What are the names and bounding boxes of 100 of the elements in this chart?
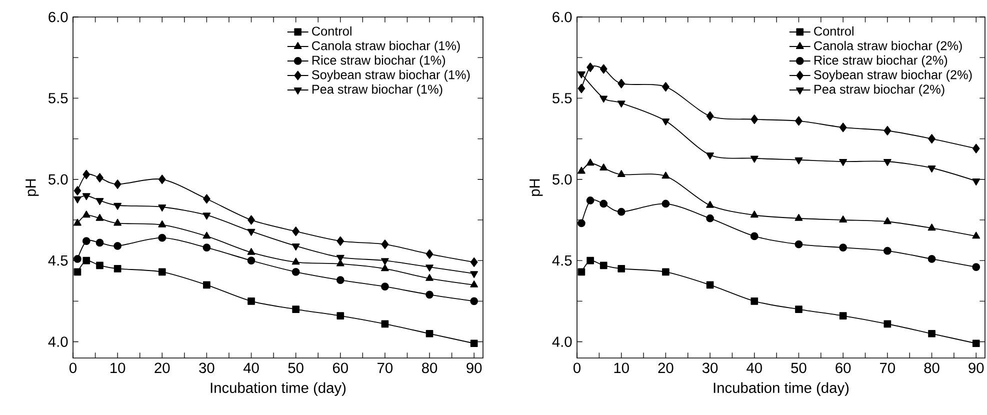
- x-tick-label: 50: [288, 362, 304, 374]
- point: [470, 257, 478, 267]
- point: [618, 78, 626, 88]
- point: [884, 246, 892, 255]
- point: [617, 208, 626, 216]
- point: [74, 186, 82, 196]
- legend-label: Soybean straw biochar (1%): [312, 70, 470, 82]
- point: [578, 71, 586, 78]
- point: [336, 312, 344, 320]
- x-tick-label: 20: [658, 362, 674, 374]
- point: [600, 164, 608, 170]
- point: [972, 340, 980, 348]
- point: [972, 178, 980, 186]
- point: [336, 276, 344, 284]
- point: [202, 212, 211, 220]
- point: [617, 170, 626, 177]
- x-axis-title: Incubation time (day): [714, 382, 849, 396]
- legend-label: Pea straw biochar (2%): [814, 84, 944, 96]
- legend-label: Control: [312, 26, 352, 36]
- point: [839, 216, 848, 222]
- point: [706, 111, 714, 121]
- point: [928, 255, 936, 263]
- point: [884, 126, 892, 136]
- x-tick-label: 70: [378, 362, 393, 374]
- point: [114, 218, 122, 226]
- point: [928, 330, 936, 338]
- y-tick-label: 5.0: [552, 174, 572, 185]
- point: [470, 340, 478, 348]
- point: [839, 244, 848, 252]
- x-tick-label: 10: [614, 362, 629, 374]
- point: [972, 263, 980, 272]
- point: [706, 281, 714, 289]
- point: [662, 172, 670, 179]
- x-tick-label: 20: [154, 362, 170, 374]
- point: [578, 268, 586, 276]
- point: [928, 134, 936, 144]
- x-tick-label: 90: [968, 362, 984, 374]
- x-tick-label: 50: [791, 362, 806, 374]
- x-tick-label: 0: [69, 362, 76, 374]
- x-tick-label: 90: [466, 362, 482, 374]
- point: [600, 262, 608, 270]
- point: [82, 237, 90, 246]
- point: [426, 274, 434, 281]
- point: [114, 242, 122, 250]
- point: [247, 228, 256, 236]
- point: [381, 320, 389, 328]
- point: [381, 258, 389, 266]
- point: [750, 232, 758, 240]
- legend-label: Rice straw biochar (1%): [312, 55, 446, 68]
- point: [794, 157, 803, 164]
- y-tick-label: 6.0: [552, 12, 572, 22]
- point: [586, 158, 594, 166]
- legend-label: Canola straw biochar (1%): [312, 40, 460, 53]
- y-tick-label: 4.5: [552, 255, 572, 266]
- point: [470, 280, 478, 288]
- point: [248, 298, 255, 305]
- point: [662, 118, 670, 126]
- point: [248, 215, 255, 225]
- x-tick-label: 60: [332, 362, 348, 374]
- y-tick-label: 4.0: [48, 336, 68, 347]
- point: [381, 282, 389, 290]
- point: [884, 320, 892, 328]
- point: [82, 170, 90, 180]
- x-tick-label: 40: [243, 362, 259, 374]
- point: [158, 174, 166, 184]
- point: [795, 306, 802, 313]
- point: [750, 114, 758, 124]
- x-tick-label: 80: [924, 362, 940, 374]
- point: [706, 200, 714, 208]
- point: [381, 264, 389, 272]
- y-axis-title: pH: [26, 179, 39, 196]
- point: [600, 64, 608, 74]
- y-tick-label: 5.5: [48, 93, 68, 104]
- point: [884, 159, 892, 166]
- point: [381, 240, 389, 250]
- point: [114, 202, 122, 210]
- point: [928, 224, 936, 231]
- y-tick-label: 5.5: [552, 93, 572, 104]
- point: [96, 173, 104, 182]
- point: [202, 244, 211, 252]
- point: [600, 96, 608, 103]
- point: [586, 62, 594, 72]
- legend-label: Control: [814, 26, 854, 36]
- point: [203, 281, 210, 289]
- point: [617, 100, 626, 108]
- point: [96, 262, 104, 270]
- point: [586, 256, 594, 264]
- point: [426, 249, 434, 259]
- y-axis-title: pH: [530, 179, 543, 196]
- point: [82, 210, 90, 218]
- point: [750, 210, 758, 218]
- point: [426, 330, 434, 338]
- x-tick-label: 80: [422, 362, 438, 374]
- point: [74, 255, 82, 263]
- point: [884, 217, 892, 224]
- point: [203, 194, 210, 204]
- point: [470, 271, 478, 278]
- point: [750, 298, 758, 305]
- point: [578, 166, 586, 174]
- point: [82, 256, 90, 264]
